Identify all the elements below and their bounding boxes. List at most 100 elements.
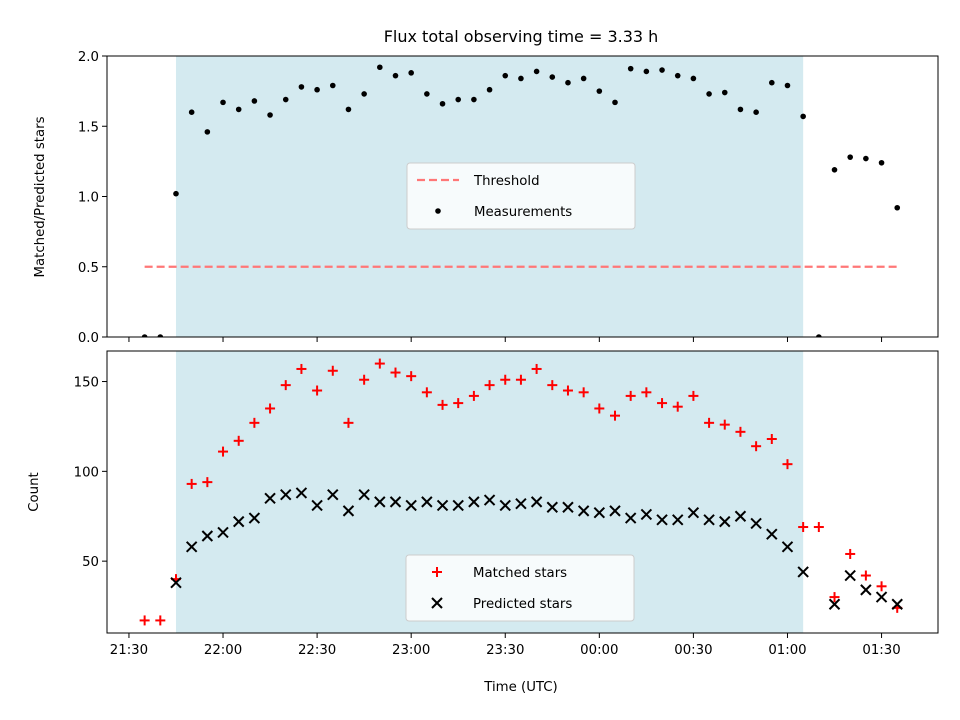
measurements-point (220, 99, 226, 106)
predicted-stars-point (844, 569, 856, 582)
measurements-point (345, 106, 352, 113)
measurements-point (329, 82, 336, 89)
measurements-point (424, 91, 430, 97)
count-panel: 50 100 150 21:30 22:00 22:30 23:00 23:30 00:00 00… (74, 350, 939, 658)
matched-stars-point (672, 401, 683, 412)
matched-stars-point (312, 385, 323, 396)
predicted-stars-point (687, 506, 700, 519)
predicted-stars-point (342, 505, 355, 517)
x-tick-label: 01:00 (768, 643, 806, 658)
predicted-stars-point (797, 566, 809, 578)
matched-stars-point (657, 398, 668, 409)
measurements-point (486, 86, 493, 93)
matched-stars-point (860, 570, 871, 581)
measurements-point (141, 334, 148, 337)
y-axis-label-count: Count (27, 472, 42, 512)
measurements-point (173, 190, 179, 197)
matched-stars-point (845, 548, 856, 559)
predicted-stars-point (452, 499, 464, 512)
measurements-point (251, 98, 258, 104)
predicted-stars-point (389, 496, 402, 508)
measurements-point (157, 334, 164, 337)
y-tick-label: 2.0 (78, 50, 99, 65)
measurements-point (282, 96, 289, 103)
x-tick-label: 01:30 (862, 643, 900, 658)
matched-stars-point (155, 615, 166, 626)
matched-stars-point (829, 592, 840, 603)
predicted-stars-point (217, 526, 229, 539)
legend: Threshold Measurements (406, 162, 636, 230)
matched-stars-point (594, 403, 605, 414)
matched-stars-point (500, 374, 511, 385)
matched-stars-point (704, 417, 715, 428)
predicted-stars-point (640, 508, 653, 521)
measurements-point (659, 67, 665, 73)
measurements-point (847, 154, 853, 160)
measurements-point (502, 72, 509, 79)
measurements-point (314, 86, 320, 93)
matched-stars-point (343, 417, 354, 428)
measurements-point (784, 82, 791, 89)
matched-stars-point (798, 522, 809, 533)
measurements-point (235, 106, 242, 113)
matched-stars-point (484, 380, 495, 391)
legend-label-matched-stars: Matched stars (473, 566, 567, 581)
x-tick-label: 23:00 (392, 643, 430, 658)
legend-label-predicted-stars: Predicted stars (473, 597, 572, 612)
matched-stars-point (390, 367, 401, 378)
predicted-stars-point (248, 512, 261, 524)
y-axis-label-ratio: Matched/Predicted stars (33, 116, 48, 277)
legend-box (406, 162, 636, 230)
measurements-point (753, 109, 759, 115)
y-tick-label: 0.5 (78, 261, 99, 276)
legend-key-measurements (435, 208, 441, 214)
measurements-point (408, 70, 414, 76)
matched-stars-point (562, 385, 573, 396)
measurements-point (565, 79, 571, 86)
y-tick-label: 1.5 (78, 120, 99, 135)
predicted-stars-point (421, 496, 433, 508)
predicted-stars-point (515, 497, 527, 510)
measurements-point (816, 334, 822, 337)
predicted-stars-point (530, 496, 543, 508)
predicted-stars-point (750, 517, 762, 530)
matched-stars-point (421, 387, 432, 398)
matched-stars-point (249, 417, 260, 428)
measurements-point (831, 167, 838, 173)
matched-stars-point (751, 441, 762, 452)
measurements-point (863, 155, 869, 162)
measurements-point (188, 109, 195, 115)
measurements-point (643, 68, 650, 75)
y-tick-label: 100 (74, 465, 99, 480)
measurements-point (471, 96, 477, 103)
matched-stars-point (468, 390, 479, 401)
matched-stars-point (139, 615, 150, 626)
axes-frame (106, 350, 939, 634)
predicted-stars-point (232, 515, 245, 528)
matched-stars-point (547, 380, 558, 391)
matched-stars-point (719, 419, 730, 430)
chart-title: Flux total observing time = 3.33 h (384, 27, 659, 46)
x-tick-label: 22:00 (204, 643, 242, 658)
x-tick-label: 22:30 (298, 643, 336, 658)
predicted-stars-point (436, 499, 449, 512)
matched-stars-point (813, 522, 824, 533)
predicted-stars-point (483, 494, 496, 506)
measurements-point (878, 159, 885, 166)
measurements-point (690, 75, 697, 82)
matched-stars-point (531, 363, 542, 374)
matched-stars-point (265, 403, 276, 414)
y-tick-label: 1.0 (78, 191, 99, 206)
matched-stars-point (578, 387, 589, 398)
matched-stars-point (202, 477, 213, 488)
legend-box (405, 554, 635, 622)
predicted-stars-point (499, 499, 511, 512)
measurements-point (533, 68, 540, 75)
matched-stars-point (515, 374, 526, 385)
predicted-stars-point (562, 501, 574, 513)
predicted-stars-point (358, 488, 370, 501)
predicted-stars-point (656, 514, 668, 526)
matched-stars-point (233, 435, 244, 446)
measurements-point (204, 129, 211, 135)
